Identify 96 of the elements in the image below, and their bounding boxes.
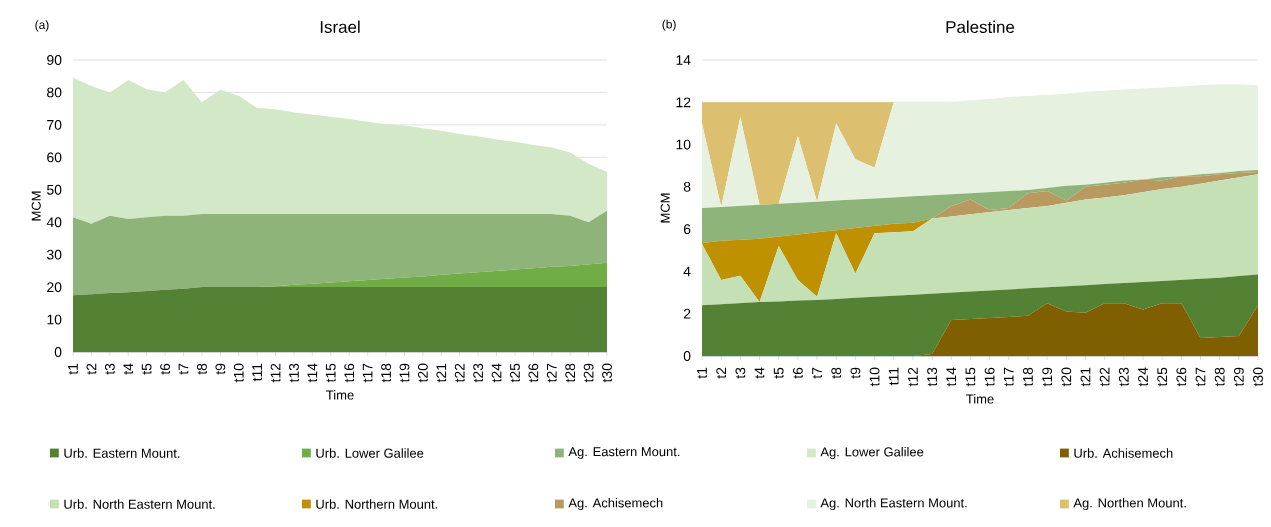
x-tick-label: t4	[123, 363, 134, 375]
y-axis-title: MCM	[31, 191, 41, 221]
y-tick-label: 80	[47, 87, 62, 98]
x-tick-label: t17	[1003, 367, 1014, 387]
x-tick-label: t21	[1080, 367, 1091, 387]
x-tick-label: t29	[1233, 367, 1244, 387]
x-tick-label: t14	[307, 363, 318, 383]
x-tick-label: t1	[68, 363, 78, 375]
x-tick-label: t30	[1253, 367, 1263, 387]
x-tick-label: t14	[946, 367, 957, 387]
legend-label: Urb. Eastern Mount.	[64, 448, 180, 458]
x-tick-label: t5	[141, 363, 152, 375]
y-tick-label: 60	[47, 152, 62, 163]
x-tick-label: t25	[1157, 367, 1168, 387]
x-tick-label: t23	[473, 363, 484, 383]
x-tick-label: t18	[381, 363, 391, 383]
legend-label: Urb. North Eastern Mount.	[64, 499, 215, 509]
x-tick-label: t20	[417, 363, 428, 383]
text: (a)	[35, 20, 49, 32]
x-tick-label: t2	[716, 367, 727, 379]
x-tick-label: t7	[812, 367, 822, 379]
x-tick-label: t7	[178, 363, 189, 375]
x-tick-label: t6	[160, 363, 171, 375]
x-tick-label: t10	[869, 367, 880, 387]
x-tick-label: t22	[454, 363, 465, 383]
x-tick-label: t4	[754, 367, 765, 379]
x-tick-label: t27	[1195, 367, 1206, 387]
y-tick-label: 90	[47, 55, 62, 65]
x-tick-label: t24	[1138, 367, 1148, 387]
legend-label: Ag. Achisemech	[568, 497, 663, 511]
y-tick-label: 12	[676, 97, 691, 108]
x-tick-label: t11	[888, 367, 899, 386]
x-tick-label: t21	[436, 363, 447, 383]
y-tick-label: 0	[683, 351, 691, 361]
y-tick-label: 10	[47, 314, 62, 325]
x-tick-label: t27	[546, 363, 557, 383]
x-tick-label: t26	[1176, 367, 1187, 387]
x-axis-title: Time	[326, 390, 354, 400]
x-tick-label: t29	[583, 363, 594, 383]
x-tick-label: t13	[927, 367, 938, 387]
x-tick-label: t12	[270, 363, 281, 383]
text: (b)	[662, 19, 676, 31]
x-tick-label: t17	[362, 363, 373, 383]
legend-label: Ag. Eastern Mount.	[568, 447, 680, 459]
y-tick-label: 50	[47, 184, 62, 195]
x-tick-label: t26	[528, 363, 539, 383]
x-tick-label: t9	[850, 367, 861, 379]
x-tick-label: t9	[215, 363, 226, 375]
x-tick-label: t25	[510, 363, 520, 383]
x-tick-label: t15	[965, 367, 976, 387]
x-tick-label: t3	[104, 363, 115, 375]
y-tick-label: 4	[683, 266, 691, 277]
legend-label: Urb. Northern Mount.	[316, 499, 438, 509]
x-tick-label: t20	[1061, 367, 1072, 387]
x-tick-label: t28	[565, 363, 576, 383]
x-axis-title: Time	[966, 394, 994, 404]
x-tick-label: t3	[735, 367, 746, 379]
x-tick-label: t22	[1099, 367, 1110, 387]
x-tick-label: t19	[399, 363, 410, 383]
x-tick-label: t6	[792, 367, 803, 379]
chart-title: Palestine	[946, 20, 1015, 33]
legend-label: Ag. Northen Mount.	[1073, 497, 1186, 511]
y-tick-label: 14	[676, 55, 691, 65]
legend-label: Urb. Achisemech	[1074, 448, 1173, 458]
x-tick-label: t11	[252, 363, 262, 382]
y-tick-label: 20	[47, 282, 62, 293]
x-tick-label: t30	[602, 363, 612, 383]
x-tick-label: t28	[1214, 367, 1225, 387]
y-axis-title: MCM	[660, 193, 670, 223]
legend-label: Ag. North Eastern Mount.	[820, 497, 967, 511]
y-tick-label: 30	[46, 249, 62, 260]
y-tick-label: 10	[676, 139, 691, 150]
x-tick-label: t18	[1023, 367, 1033, 387]
legend-label: Urb. Lower Galilee	[316, 448, 424, 458]
y-tick-label: 2	[683, 308, 691, 319]
y-tick-label: 0	[54, 347, 62, 357]
x-tick-label: t5	[773, 367, 784, 379]
x-tick-label: t19	[1042, 367, 1053, 387]
x-tick-label: t24	[491, 363, 502, 383]
y-tick-label: 6	[683, 224, 691, 235]
y-tick-label: 40	[46, 217, 62, 228]
x-tick-label: t2	[86, 363, 97, 375]
y-tick-label: 70	[47, 119, 62, 130]
x-tick-label: t16	[984, 367, 995, 387]
x-tick-label: t16	[344, 363, 355, 383]
x-tick-label: t8	[831, 367, 842, 379]
x-tick-label: t10	[233, 363, 244, 383]
x-tick-label: t15	[325, 363, 336, 383]
chart-title: Israel	[320, 20, 360, 33]
x-tick-label: t12	[908, 367, 918, 387]
x-tick-label: t13	[289, 363, 299, 383]
x-tick-label: t1	[697, 367, 707, 379]
x-tick-label: t8	[196, 363, 207, 375]
legend-label: Ag. Lower Galilee	[820, 446, 924, 460]
x-tick-label: t23	[1118, 367, 1129, 387]
y-tick-label: 8	[683, 181, 691, 192]
